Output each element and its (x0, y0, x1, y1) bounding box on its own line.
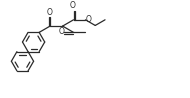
Text: O: O (86, 15, 92, 24)
Text: O: O (70, 1, 76, 10)
Text: O: O (58, 27, 64, 36)
Text: O: O (46, 8, 52, 17)
